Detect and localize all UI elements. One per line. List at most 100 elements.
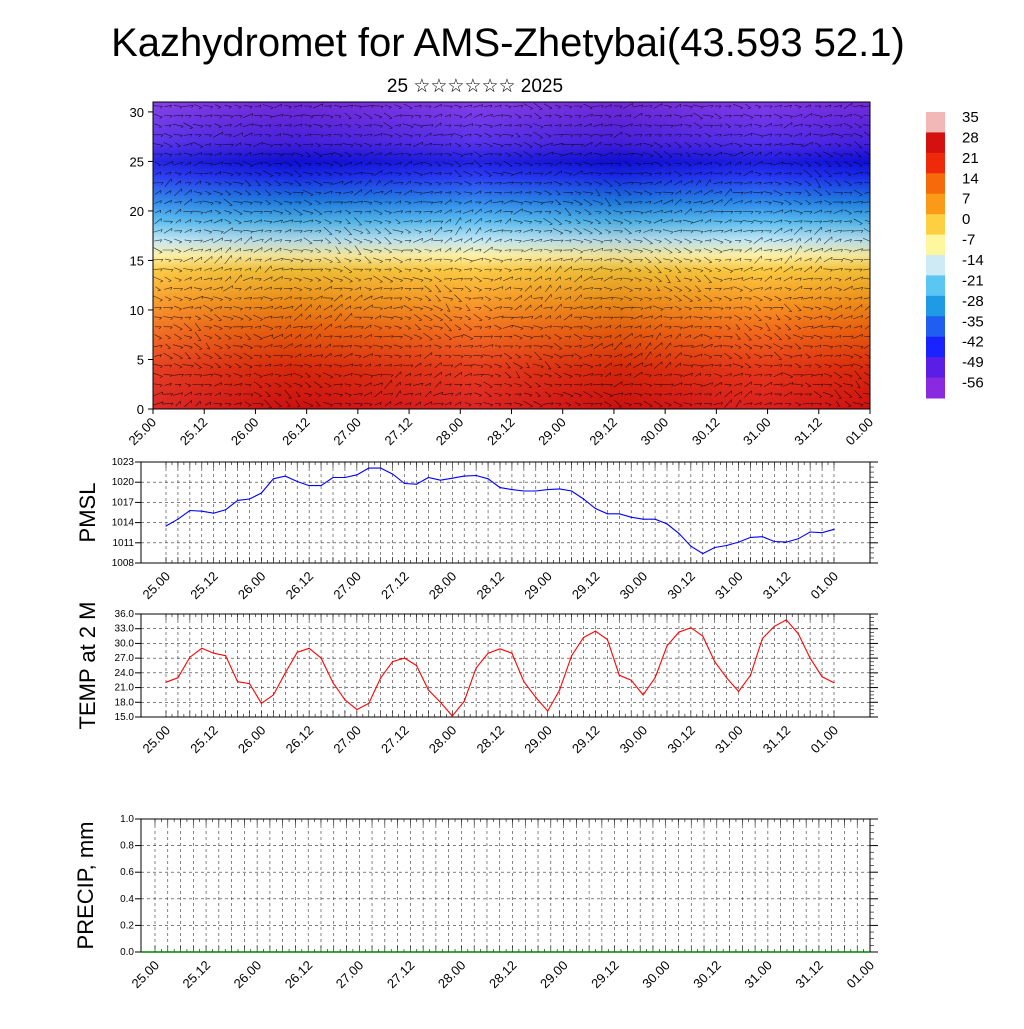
x-tick-label: 01.00 bbox=[843, 415, 877, 449]
colorbar-label: 21 bbox=[962, 150, 979, 167]
colorbar-label: 35 bbox=[962, 109, 979, 126]
data-point bbox=[165, 681, 167, 683]
data-point bbox=[821, 676, 823, 678]
data-point bbox=[666, 523, 668, 525]
data-point bbox=[833, 528, 835, 530]
data-point bbox=[189, 509, 191, 512]
x-tick-label: 31.00 bbox=[712, 569, 746, 603]
x-tick-label: 01.00 bbox=[844, 958, 878, 992]
data-point bbox=[284, 475, 286, 477]
colorbar-swatch bbox=[926, 173, 945, 195]
y-tick-label: 0.8 bbox=[120, 841, 134, 852]
colorbar-swatch bbox=[926, 214, 945, 236]
precip-panel: 0.0 0.2 0.4 0.6 0.8 1.0 25.00 25.12 26.00 26.12 27… bbox=[73, 814, 878, 991]
data-point bbox=[475, 474, 477, 477]
x-tick-label: 31.12 bbox=[792, 958, 826, 992]
data-point bbox=[714, 660, 716, 663]
data-point bbox=[296, 651, 298, 653]
data-point bbox=[702, 552, 704, 555]
x-tick-label: 31.12 bbox=[791, 415, 825, 449]
x-tick-label: 26.12 bbox=[282, 958, 316, 992]
x-tick-label: 25.00 bbox=[140, 569, 174, 603]
data-point bbox=[761, 536, 764, 538]
data-point bbox=[332, 476, 334, 479]
data-point bbox=[463, 475, 465, 477]
data-point bbox=[666, 645, 668, 647]
data-point bbox=[594, 507, 597, 510]
data-point bbox=[415, 483, 418, 485]
x-tick-label: 25.12 bbox=[187, 569, 221, 603]
data-point bbox=[236, 499, 239, 501]
x-tick-label: 30.00 bbox=[617, 723, 651, 757]
colorbar-label: 0 bbox=[962, 211, 970, 228]
colorbar-swatch bbox=[926, 316, 945, 338]
x-tick-label: 29.12 bbox=[569, 723, 603, 757]
x-tick-label: 30.12 bbox=[664, 569, 698, 603]
colorbar-label: -35 bbox=[962, 313, 984, 330]
y-tick-label: 30 bbox=[130, 105, 144, 120]
data-point bbox=[594, 630, 597, 632]
x-tick-label: 28.00 bbox=[426, 723, 460, 757]
data-point bbox=[499, 486, 501, 489]
data-point bbox=[487, 652, 489, 654]
colorbar-swatch bbox=[926, 132, 945, 154]
x-tick-label: 27.00 bbox=[330, 723, 364, 757]
x-tick-label: 30.00 bbox=[639, 958, 673, 992]
y-tick-label: 1017 bbox=[112, 497, 135, 508]
data-point bbox=[225, 655, 227, 657]
x-tick-label: 29.12 bbox=[588, 958, 622, 992]
data-point bbox=[260, 492, 263, 494]
x-tick-label: 30.12 bbox=[689, 415, 723, 449]
y-tick-label: 5 bbox=[137, 352, 144, 367]
y-tick-label: 10 bbox=[130, 303, 144, 318]
x-tick-label: 25.00 bbox=[126, 415, 160, 449]
x-tick-label: 29.00 bbox=[521, 569, 555, 603]
data-point bbox=[642, 694, 644, 696]
x-tick-label: 27.00 bbox=[333, 958, 367, 992]
data-point bbox=[726, 544, 728, 547]
data-point bbox=[833, 682, 835, 684]
data-point bbox=[511, 489, 513, 491]
grid bbox=[141, 819, 871, 952]
data-point bbox=[213, 512, 215, 514]
x-tick-label: 29.12 bbox=[586, 415, 620, 449]
data-point bbox=[415, 664, 418, 667]
x-tick-label: 29.12 bbox=[569, 569, 603, 603]
data-point bbox=[559, 689, 561, 691]
y-tick-label: 15.0 bbox=[115, 712, 135, 723]
data-point bbox=[225, 509, 227, 511]
y-tick-label: 0.2 bbox=[120, 920, 134, 931]
x-tick-label: 29.00 bbox=[521, 723, 555, 757]
data-point bbox=[785, 541, 787, 543]
x-tick-label: 28.12 bbox=[486, 958, 520, 992]
x-tick-label: 26.00 bbox=[228, 415, 262, 449]
data-point bbox=[642, 518, 644, 520]
data-point bbox=[785, 619, 787, 621]
wind-barbs bbox=[153, 102, 870, 408]
data-point bbox=[201, 647, 203, 649]
data-point bbox=[392, 660, 394, 663]
data-point bbox=[654, 518, 656, 520]
data-point bbox=[547, 489, 549, 491]
y-tick-label: 0.6 bbox=[120, 867, 134, 878]
data-point bbox=[272, 694, 274, 696]
grid bbox=[141, 614, 870, 717]
data-point bbox=[272, 478, 274, 480]
data-point bbox=[654, 677, 656, 679]
panel-frame bbox=[140, 613, 871, 718]
x-tick-label: 28.00 bbox=[433, 415, 467, 449]
x-tick-label: 30.00 bbox=[617, 569, 651, 603]
colorbar-label: -56 bbox=[962, 375, 984, 392]
x-tick-label: 30.12 bbox=[664, 723, 698, 757]
data-point bbox=[630, 516, 632, 518]
data-point bbox=[380, 677, 382, 679]
colorbar-label: 7 bbox=[962, 191, 970, 208]
x-tick-label: 28.12 bbox=[474, 569, 508, 603]
data-point bbox=[439, 479, 441, 481]
x-tick-label: 25.12 bbox=[177, 415, 211, 449]
x-tick-label: 25.00 bbox=[129, 958, 163, 992]
data-point bbox=[392, 473, 394, 475]
y-tick-label: 25 bbox=[130, 154, 144, 169]
data-point bbox=[582, 498, 585, 500]
